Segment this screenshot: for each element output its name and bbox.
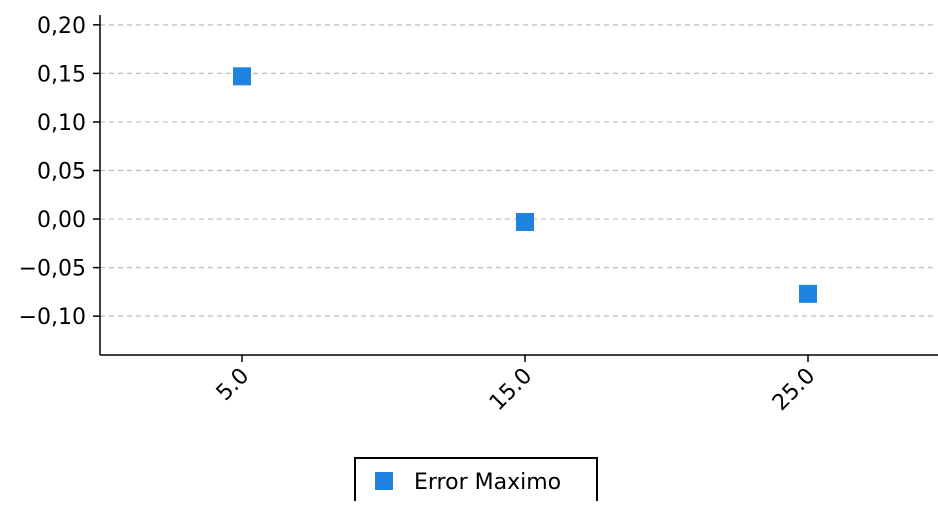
axes-layer bbox=[99, 15, 938, 356]
y-tick-label: 0,05 bbox=[37, 160, 86, 185]
data-points bbox=[233, 67, 817, 303]
data-point bbox=[799, 284, 817, 303]
y-tick-label: 0,20 bbox=[37, 14, 86, 39]
legend-label: Error Maximo bbox=[414, 470, 561, 495]
x-tick-label: 25.0 bbox=[768, 364, 820, 416]
data-point bbox=[233, 67, 251, 86]
data-point bbox=[516, 212, 534, 231]
x-axis-ticks: 5.0 15.0 25.0 bbox=[212, 355, 820, 416]
y-tick-label: 0,10 bbox=[37, 111, 86, 136]
y-tick-label: 0,00 bbox=[37, 208, 86, 233]
x-tick-label: 5.0 bbox=[212, 364, 254, 406]
y-axis-ticks: 0,20 0,15 0,10 0,05 0,00 −0,05 −0,10 bbox=[19, 14, 100, 330]
legend-box bbox=[354, 457, 598, 504]
y-tick-label: −0,10 bbox=[19, 305, 86, 330]
grid-layer bbox=[100, 24, 936, 317]
x-tick-label: 15.0 bbox=[485, 364, 537, 416]
legend-swatch bbox=[375, 472, 393, 490]
legend: Error Maximo bbox=[354, 457, 598, 504]
y-tick-label: −0,05 bbox=[19, 257, 86, 282]
y-tick-label: 0,15 bbox=[37, 62, 86, 87]
